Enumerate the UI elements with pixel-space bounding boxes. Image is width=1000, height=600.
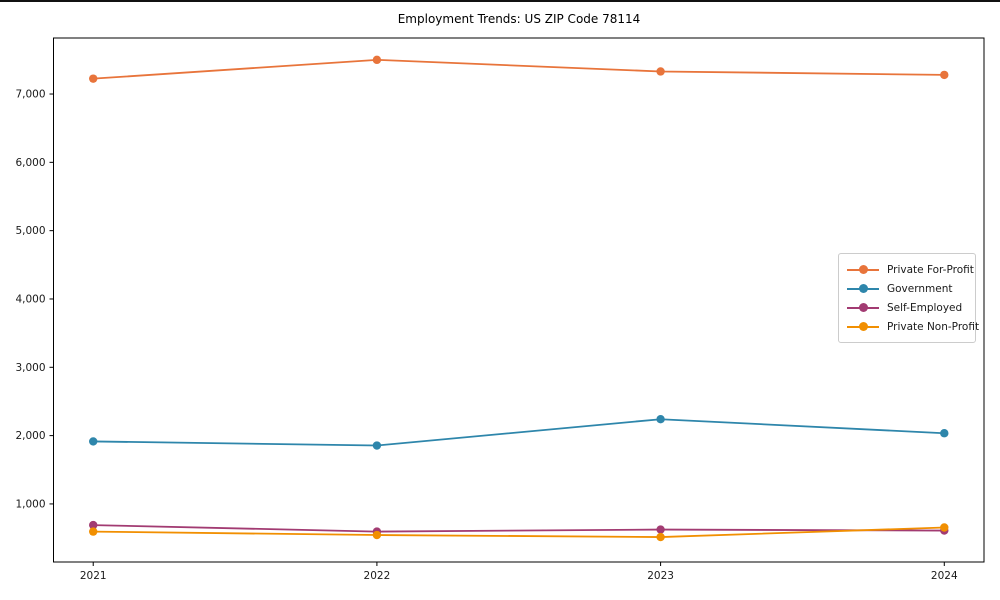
y-tick-label: 4,000	[15, 293, 45, 305]
legend: Private For-Profit Government Self-Employe…	[838, 253, 979, 343]
legend-sample	[847, 265, 879, 275]
legend-item-label: Private Non-Profit	[887, 320, 980, 333]
axes-frame	[53, 37, 985, 563]
data-point-private-for-profit	[372, 55, 382, 65]
legend-sample	[847, 303, 879, 313]
legend-marker-dot	[858, 303, 868, 312]
data-point-government	[656, 415, 665, 424]
data-point-private-non-profit	[89, 527, 98, 536]
series-line-private-non-profit	[92, 526, 946, 538]
data-point-private-for-profit	[940, 70, 949, 80]
data-point-self-employed	[656, 525, 665, 534]
data-point-private-non-profit	[372, 530, 382, 540]
y-tick-label: 1,000	[15, 498, 45, 510]
x-tick-label: 2022	[364, 570, 391, 582]
y-tick-label: 2,000	[15, 430, 45, 442]
series-line-self-employed	[92, 524, 946, 533]
legend-item: Government	[847, 279, 967, 298]
legend-item-label: Government	[887, 282, 953, 295]
x-tick-label: 2024	[931, 570, 958, 582]
data-point-government	[372, 441, 382, 450]
legend-item: Private Non-Profit	[847, 317, 979, 336]
legend-item: Self-Employed	[847, 298, 967, 317]
data-point-private-non-profit	[940, 523, 949, 532]
legend-item-label: Self-Employed	[887, 301, 963, 314]
y-tick-label: 3,000	[15, 362, 45, 374]
data-point-private-for-profit	[89, 74, 98, 83]
data-point-private-for-profit	[656, 67, 665, 76]
chart-title: Employment Trends: US ZIP Code 78114	[397, 12, 641, 26]
legend-marker-dot	[858, 284, 868, 293]
x-tick-label: 2021	[80, 570, 107, 582]
data-point-self-employed	[89, 520, 98, 530]
legend-marker-dot	[858, 265, 868, 274]
y-tick-label: 6,000	[15, 157, 45, 169]
data-point-private-non-profit	[656, 532, 665, 542]
series-line-government	[92, 418, 946, 447]
legend-marker-dot	[858, 322, 868, 331]
legend-item: Private For-Profit	[847, 260, 974, 279]
legend-item-label: Private For-Profit	[887, 263, 974, 276]
series-line-private-for-profit	[92, 58, 946, 80]
legend-sample	[847, 284, 879, 294]
screenshot-top-edge	[0, 0, 1000, 2]
legend-sample	[847, 322, 879, 332]
x-tick-label: 2023	[647, 570, 674, 582]
y-tick-label: 7,000	[15, 89, 45, 101]
data-point-government	[89, 437, 98, 446]
y-tick-label: 5,000	[15, 225, 45, 237]
data-point-government	[940, 429, 949, 438]
